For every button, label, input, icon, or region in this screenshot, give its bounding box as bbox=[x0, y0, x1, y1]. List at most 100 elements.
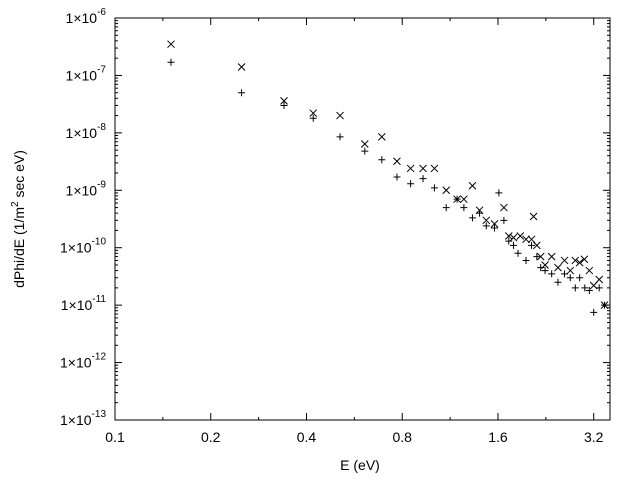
data-point-x bbox=[554, 263, 562, 272]
data-point-plus bbox=[280, 101, 288, 109]
data-point-plus bbox=[533, 253, 541, 261]
data-point-plus bbox=[581, 284, 589, 292]
data-point-plus bbox=[528, 241, 536, 249]
x-tick-label: 1.6 bbox=[488, 429, 508, 445]
data-point-x bbox=[237, 63, 246, 71]
data-point-x bbox=[536, 252, 545, 261]
y-tick-mantissa: 1×10 bbox=[60, 355, 92, 371]
data-point-plus bbox=[460, 204, 468, 212]
y-tick-exponent: -7 bbox=[97, 64, 106, 75]
data-point-x bbox=[360, 140, 369, 148]
data-point-plus bbox=[566, 274, 574, 282]
data-point-plus bbox=[522, 256, 530, 264]
x-tick-label: 0.1 bbox=[105, 429, 125, 445]
x-tick-label: 0.4 bbox=[297, 429, 317, 445]
data-point-plus bbox=[453, 195, 461, 203]
data-point-plus bbox=[548, 270, 556, 278]
y-axis-title-suffix: sec eV) bbox=[11, 150, 27, 201]
data-points bbox=[167, 40, 609, 316]
y-tick-exponent: -8 bbox=[97, 122, 106, 133]
data-point-x bbox=[309, 109, 318, 118]
data-point-plus bbox=[595, 284, 603, 292]
data-point-x bbox=[377, 133, 386, 141]
x-axis-title: E (eV) bbox=[340, 457, 380, 473]
data-point-x bbox=[430, 164, 439, 173]
data-point-plus bbox=[468, 214, 476, 222]
data-point-x bbox=[490, 220, 499, 228]
data-point-x bbox=[595, 275, 604, 284]
y-axis-ticks: 1×10-131×10-121×10-111×10-101×10-91×10-8… bbox=[60, 7, 610, 428]
data-point-x bbox=[419, 164, 427, 173]
data-point-plus bbox=[514, 249, 522, 257]
data-point-plus bbox=[336, 133, 344, 141]
y-tick-mantissa: 1×10 bbox=[66, 182, 98, 198]
data-point-plus bbox=[407, 180, 415, 188]
data-point-x bbox=[460, 195, 468, 204]
data-point-plus bbox=[561, 270, 569, 278]
data-point-plus bbox=[490, 224, 498, 232]
y-tick-exponent: -11 bbox=[92, 294, 106, 305]
data-point-plus bbox=[601, 301, 609, 309]
data-point-plus bbox=[378, 156, 386, 164]
y-axis-title-prefix: dPhi/dE (1/m bbox=[11, 207, 27, 288]
data-point-x bbox=[516, 232, 525, 240]
data-point-plus bbox=[585, 286, 593, 294]
y-tick-label: 1×10-10 bbox=[60, 237, 106, 256]
data-point-x bbox=[529, 212, 538, 221]
data-point-x bbox=[547, 252, 556, 261]
data-point-plus bbox=[537, 264, 545, 272]
data-point-plus bbox=[590, 308, 598, 316]
data-point-x bbox=[571, 256, 580, 265]
data-point-x bbox=[504, 232, 513, 240]
data-point-plus bbox=[505, 237, 513, 245]
data-point-x bbox=[442, 186, 451, 195]
data-point-x bbox=[575, 258, 584, 267]
data-point-plus bbox=[482, 222, 490, 230]
data-point-x bbox=[336, 111, 344, 120]
data-point-plus bbox=[576, 274, 584, 282]
y-tick-exponent: -6 bbox=[97, 7, 106, 18]
y-tick-label: 1×10-13 bbox=[60, 409, 106, 428]
x-tick-label: 0.2 bbox=[201, 429, 221, 445]
data-point-x bbox=[393, 157, 401, 166]
data-point-plus bbox=[430, 184, 438, 192]
y-tick-label: 1×10-9 bbox=[66, 179, 107, 198]
data-point-x bbox=[560, 256, 569, 265]
plot-frame bbox=[114, 17, 611, 421]
x-tick-label: 3.2 bbox=[584, 429, 604, 445]
data-point-plus bbox=[393, 173, 401, 181]
data-point-x bbox=[585, 266, 594, 275]
data-point-plus bbox=[495, 189, 503, 197]
data-point-x bbox=[580, 255, 589, 264]
data-point-plus bbox=[167, 58, 175, 66]
data-point-x bbox=[167, 40, 175, 49]
data-point-plus bbox=[419, 175, 427, 183]
data-point-plus bbox=[554, 278, 562, 286]
data-point-x bbox=[522, 235, 530, 244]
x-tick-label: 0.8 bbox=[393, 429, 413, 445]
y-tick-mantissa: 1×10 bbox=[61, 297, 93, 313]
data-point-plus bbox=[541, 267, 549, 275]
y-tick-label: 1×10-8 bbox=[66, 122, 107, 141]
data-point-x bbox=[500, 203, 508, 212]
data-point-plus bbox=[309, 114, 317, 122]
data-point-x bbox=[482, 216, 491, 225]
data-point-x bbox=[566, 266, 575, 275]
y-tick-exponent: -13 bbox=[92, 409, 107, 420]
y-tick-mantissa: 1×10 bbox=[66, 125, 98, 141]
y-tick-label: 1×10-6 bbox=[66, 7, 107, 26]
data-point-plus bbox=[571, 284, 579, 292]
data-point-x bbox=[533, 241, 541, 250]
y-tick-label: 1×10-11 bbox=[61, 294, 107, 313]
y-tick-mantissa: 1×10 bbox=[60, 412, 92, 428]
y-tick-exponent: -10 bbox=[92, 237, 107, 248]
data-point-x bbox=[406, 164, 415, 173]
y-axis-title: dPhi/dE (1/m2 sec eV) bbox=[10, 150, 27, 288]
data-point-plus bbox=[500, 216, 508, 224]
y-tick-label: 1×10-12 bbox=[60, 352, 106, 371]
y-tick-mantissa: 1×10 bbox=[66, 10, 98, 26]
data-point-x bbox=[509, 233, 518, 242]
data-point-x bbox=[468, 181, 477, 190]
data-point-plus bbox=[476, 209, 484, 217]
